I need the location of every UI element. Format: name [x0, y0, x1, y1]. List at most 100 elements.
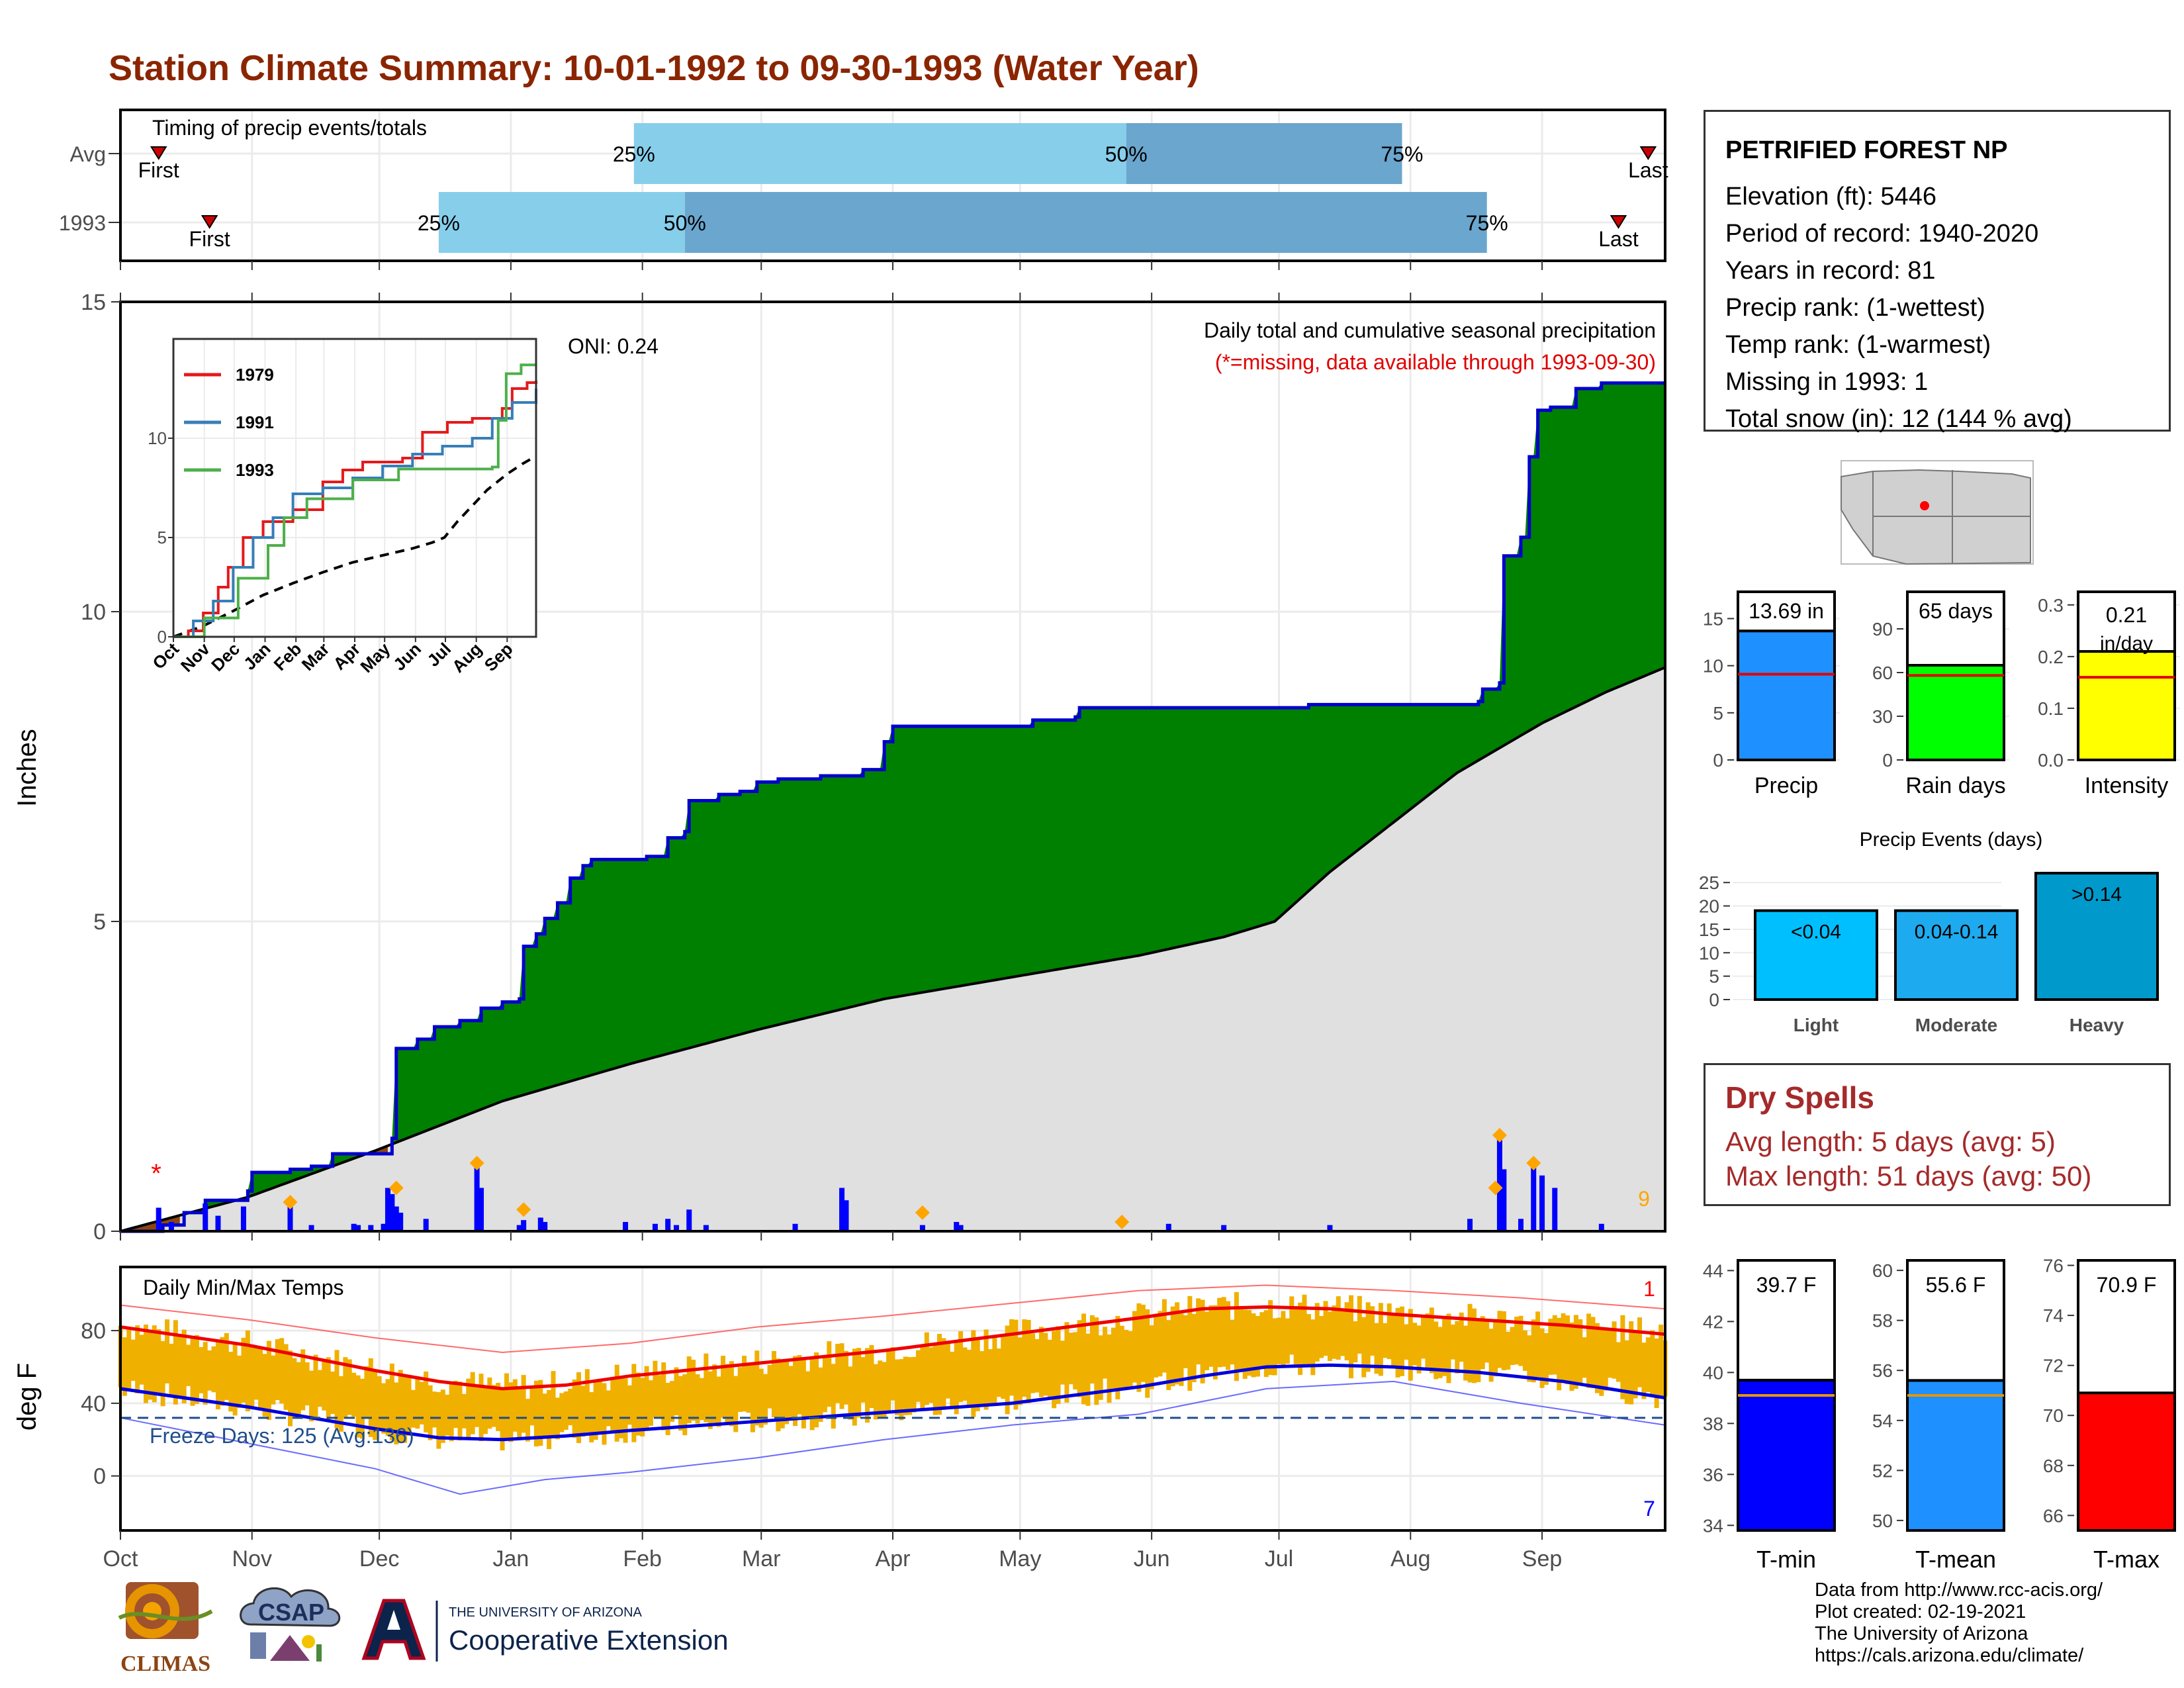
summary-precip-unit: in/day: [2100, 633, 2153, 655]
daily-temp-range-bar: [1590, 1317, 1596, 1389]
daily-precip-bar: [1539, 1175, 1545, 1231]
footer-plot-created: Plot created: 02-19-2021: [1815, 1601, 2026, 1622]
daily-temp-range-bar: [1608, 1329, 1613, 1378]
summary-temp-tick-label: 66: [2043, 1505, 2064, 1526]
inset-legend-label: 1979: [236, 365, 274, 385]
daily-temp-range-bar: [699, 1378, 704, 1421]
record-high-line: [120, 1284, 1666, 1354]
daily-temp-range-bar: [1446, 1313, 1451, 1383]
daily-temp-range-bar: [1060, 1340, 1065, 1385]
daily-precip-bar: [954, 1221, 960, 1231]
temp-x-tick-label: Jan: [492, 1546, 529, 1571]
record-low-count: 7: [1643, 1497, 1655, 1521]
daily-temp-range-bar: [1578, 1319, 1583, 1383]
daily-temp-range-bar: [682, 1374, 688, 1436]
daily-temp-range-bar: [228, 1352, 234, 1412]
daily-temp-range-bar: [1416, 1325, 1422, 1374]
daily-temp-range-bar: [1561, 1313, 1566, 1382]
daily-temp-range-bar: [1459, 1312, 1464, 1362]
daily-temp-range-bar: [580, 1385, 586, 1437]
daily-temp-range-bar: [1094, 1317, 1099, 1405]
daily-temp-range-bar: [899, 1359, 904, 1421]
daily-temp-range-bar: [1399, 1306, 1404, 1376]
daily-temp-range-bar: [160, 1340, 165, 1407]
daily-temp-range-bar: [322, 1360, 327, 1411]
daily-temp-range-bar: [1654, 1338, 1659, 1408]
daily-temp-range-bar: [1365, 1302, 1371, 1372]
daily-temp-range-bar: [126, 1328, 132, 1390]
daily-temp-range-bar: [292, 1358, 297, 1419]
daily-temp-range-bar: [232, 1343, 238, 1416]
temp-x-tick-label: Apr: [876, 1546, 911, 1571]
daily-temp-range-bar: [1340, 1311, 1345, 1356]
daily-temp-range-bar: [1442, 1319, 1447, 1376]
daily-temp-range-bar: [504, 1373, 509, 1438]
daily-precip-bar: [389, 1194, 395, 1231]
heavy-precip-marker: [469, 1156, 484, 1171]
daily-temp-range-bar: [678, 1376, 683, 1431]
daily-temp-range-bar: [1391, 1313, 1396, 1366]
daily-temp-range-bar: [394, 1382, 399, 1445]
daily-temp-range-bar: [814, 1352, 819, 1428]
daily-temp-range-bar: [275, 1339, 280, 1401]
daily-temp-range-bar: [440, 1389, 445, 1443]
daily-temp-range-bar: [983, 1329, 989, 1410]
daily-temp-range-bar: [966, 1350, 972, 1408]
summary-precip-value: 0.21: [2106, 603, 2147, 627]
timing-bar-50-75: [1126, 123, 1402, 184]
daily-temp-range-bar: [410, 1389, 416, 1428]
daily-temp-range-bar: [1421, 1317, 1426, 1359]
daily-temp-range-bar: [1361, 1317, 1367, 1378]
daily-temp-range-bar: [1624, 1340, 1629, 1404]
observed-cumulative-line: [120, 381, 1665, 1233]
daily-temp-range-bar: [661, 1362, 666, 1430]
daily-temp-range-bar: [945, 1342, 950, 1399]
summary-temp-tick-label: 36: [1703, 1464, 1723, 1485]
daily-temp-range-bar: [1612, 1321, 1617, 1379]
summary-precip-tick-label: 0.2: [2038, 647, 2064, 667]
temp-x-tick-label: Jul: [1265, 1546, 1293, 1571]
precip-y-tick-label: 5: [93, 910, 106, 935]
daily-temp-range-bar: [878, 1360, 883, 1417]
daily-temp-range-bar: [674, 1367, 679, 1416]
daily-temp-range-bar: [1370, 1306, 1375, 1356]
daily-temp-range-bar: [1259, 1312, 1265, 1368]
station-missing-days: Missing in 1993: 1: [1725, 368, 1929, 396]
summary-temp-bar-1: [1906, 1379, 2005, 1532]
daily-temp-range-bar: [508, 1382, 514, 1442]
station-elevation: Elevation (ft): 5446: [1725, 183, 1936, 211]
missing-data-note: (*=missing, data available through 1993-…: [1215, 350, 1656, 374]
daily-temp-range-bar: [253, 1347, 259, 1400]
daily-temp-range-bar: [1170, 1306, 1175, 1387]
daily-temp-range-bar: [1234, 1291, 1239, 1382]
daily-temp-range-bar: [1183, 1315, 1188, 1368]
station-period-of-record: Period of record: 1940-2020: [1725, 220, 2039, 248]
daily-temp-range-bar: [1009, 1319, 1015, 1396]
daily-precip-bar: [919, 1225, 925, 1231]
daily-temp-range-bar: [1226, 1301, 1231, 1370]
daily-temp-range-bar: [1073, 1332, 1078, 1389]
daily-temp-range-bar: [313, 1354, 318, 1421]
daily-temp-range-bar: [1030, 1333, 1036, 1393]
daily-temp-range-bar: [220, 1336, 225, 1406]
heavy-precip-marker: [1492, 1127, 1507, 1143]
station-location-marker: [1920, 501, 1929, 510]
daily-temp-range-bar: [1659, 1325, 1664, 1397]
daily-temp-range-bar: [1145, 1309, 1150, 1398]
daily-temp-range-bar: [1038, 1327, 1044, 1397]
daily-temp-range-bar: [258, 1347, 263, 1411]
daily-temp-range-bar: [1115, 1315, 1120, 1399]
daily-temp-range-bar: [915, 1350, 921, 1402]
daily-temp-range-bar: [1344, 1302, 1349, 1361]
daily-temp-range-bar: [933, 1343, 938, 1415]
daily-temp-range-bar: [1285, 1318, 1290, 1364]
events-category-label: Heavy: [2070, 1015, 2124, 1035]
daily-temp-range-bar: [1357, 1295, 1362, 1354]
daily-temp-range-bar: [865, 1348, 870, 1423]
daily-temp-range-bar: [1497, 1311, 1502, 1368]
daily-temp-range-bar: [1349, 1295, 1354, 1379]
daily-precip-bar: [1598, 1223, 1604, 1231]
daily-precip-bar: [393, 1206, 399, 1231]
summary-temp-tick-label: 76: [2043, 1256, 2064, 1276]
